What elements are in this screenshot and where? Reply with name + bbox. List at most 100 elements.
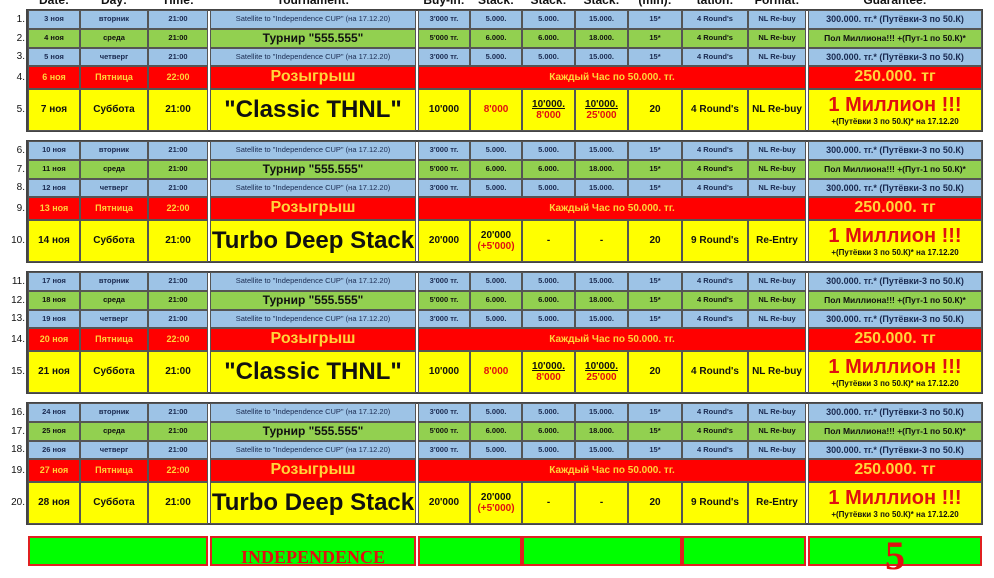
format-value: NL Re-buy (758, 51, 796, 61)
column-header: tation: (696, 0, 734, 7)
tournament-value: Satellite to "Independence CUP" (на 17.1… (235, 182, 391, 192)
rounds-value: 4 Round's (697, 51, 733, 61)
row-number: 3. (16, 51, 25, 62)
cell-time: 21:00 (148, 179, 208, 197)
date-value: 14 ноя (38, 235, 70, 247)
guarantee-value: 300.000. тг.* (Путёвки-3 по 50.К) (826, 313, 964, 324)
cell-day: Суббота (80, 482, 148, 524)
cell-stack3: 15.000. (575, 10, 628, 29)
cell-tournament: Турнир "555.555" (210, 29, 416, 48)
stack2-value: 5.000. (538, 14, 559, 24)
guarantee-value: Пол Миллиона!!! +(Пут-1 по 50.К)* (824, 294, 966, 305)
date-value: 6 ноя (42, 72, 66, 83)
stack3-value: 15.000. (588, 407, 615, 417)
rounds-value: 9 Round's (691, 497, 739, 509)
stack1-value: 5.000. (485, 276, 507, 286)
stack1-value: 5.000. (485, 407, 507, 417)
stack3-value: 10'000. (585, 360, 618, 372)
cell-buyin: 3'000 тг. (418, 10, 470, 29)
cell-guarantee: 300.000. тг.* (Путёвки-3 по 50.К) (808, 179, 982, 197)
cell-format: NL Re-buy (748, 272, 806, 291)
day-value: четверг (99, 51, 129, 61)
buyin-value: 3'000 тг. (429, 182, 459, 192)
cell-tournament: Розыгрыш (210, 328, 416, 351)
cell-rounds: 4 Round's (682, 48, 748, 66)
row-number: 2. (16, 33, 25, 44)
tournament-value: Розыгрыш (270, 461, 356, 479)
day-value: Суббота (93, 497, 135, 509)
rounds-value: 4 Round's (691, 366, 739, 378)
stack2-value: - (546, 497, 551, 509)
cell-date: 24 ноя (28, 403, 80, 422)
buyin-value: 20'000 (428, 497, 460, 509)
stack2-value: 5.000. (538, 444, 559, 454)
cell-min: 15* (628, 272, 682, 291)
tournament-value: Розыгрыш (270, 199, 356, 217)
format-value: Re-Entry (756, 497, 798, 509)
format-value: NL Re-buy (758, 407, 796, 417)
row-number: 8. (16, 182, 25, 193)
cell-min: 15* (628, 441, 682, 459)
cell-time: 21:00 (148, 160, 208, 179)
cell-stack1: 6.000. (470, 29, 522, 48)
guarantee-value: 300.000. тг.* (Путёвки-3 по 50.К) (826, 145, 964, 156)
format-value: NL Re-buy (758, 295, 796, 305)
bottom-cell (418, 536, 522, 566)
tournament-value: Satellite to "Independence CUP" (на 17.1… (235, 276, 391, 286)
date-value: 18 ноя (42, 295, 66, 305)
cell-rounds: 4 Round's (682, 351, 748, 393)
cell-tournament: Satellite to "Independence CUP" (на 17.1… (210, 310, 416, 328)
cell-stack1: 8'000 (470, 89, 522, 131)
row-number: 18. (11, 444, 25, 455)
cell-stack3: 18.000. (575, 291, 628, 310)
cell-date: 26 ноя (28, 441, 80, 459)
time-value: 21:00 (168, 164, 188, 174)
cell-buyin: 3'000 тг. (418, 179, 470, 197)
cell-buyin: 3'000 тг. (418, 141, 470, 160)
date-value: 12 ноя (42, 182, 66, 192)
cell-min: 15* (628, 422, 682, 441)
date-value: 11 ноя (42, 164, 66, 174)
cell-day: среда (80, 160, 148, 179)
cell-min: 15* (628, 179, 682, 197)
format-value: NL Re-buy (758, 14, 796, 24)
cell-stack1: 6.000. (470, 160, 522, 179)
cell-guarantee: 300.000. тг.* (Путёвки-3 по 50.К) (808, 141, 982, 160)
cell-guarantee: Пол Миллиона!!! +(Пут-1 по 50.К)* (808, 422, 982, 441)
min-value: 15* (649, 295, 661, 305)
time-value: 21:00 (168, 426, 188, 436)
tournament-value: Satellite to "Independence CUP" (на 17.1… (235, 313, 391, 323)
stack2-value: 5.000. (538, 145, 559, 155)
column-header: (min): (638, 0, 672, 7)
guarantee-value: Пол Миллиона!!! +(Пут-1 по 50.К)* (824, 32, 966, 43)
row-number: 20. (11, 497, 25, 508)
tournament-value: "Turbo Deep Stack" (210, 227, 416, 255)
cell-tournament: "Classic THNL" (210, 351, 416, 393)
guarantee-value: 250.000. тг (854, 68, 936, 86)
cell-guarantee: 1 Миллион !!! +(Путёвки 3 по 50.К)* на 17… (808, 220, 982, 262)
row-number: 19. (11, 465, 25, 476)
bottom-cell (522, 536, 682, 566)
row-number: 13. (11, 313, 25, 324)
cell-format: NL Re-buy (748, 141, 806, 160)
cell-guarantee: 250.000. тг (808, 459, 982, 482)
cell-format: NL Re-buy (748, 48, 806, 66)
cell-buyin: 3'000 тг. (418, 48, 470, 66)
min-value: 15* (649, 33, 661, 43)
min-value: 15* (649, 444, 661, 454)
stack1-value: 20'000 (480, 491, 512, 503)
min-value: 15* (649, 182, 661, 192)
buyin-value: 5'000 тг. (429, 33, 459, 43)
time-value: 21:00 (168, 276, 188, 286)
bottom-guarantee: 5 (885, 533, 905, 578)
rounds-value: 4 Round's (697, 14, 733, 24)
min-value: 15* (649, 14, 661, 24)
cell-stack1: 5.000. (470, 403, 522, 422)
cell-guarantee: 300.000. тг.* (Путёвки-3 по 50.К) (808, 10, 982, 29)
day-value: Пятница (95, 465, 133, 476)
stack1-value: 8'000 (483, 104, 509, 116)
cell-day: Суббота (80, 89, 148, 131)
stack3-value: - (599, 497, 604, 509)
day-value: среда (103, 164, 125, 174)
format-value: NL Re-buy (758, 313, 796, 323)
